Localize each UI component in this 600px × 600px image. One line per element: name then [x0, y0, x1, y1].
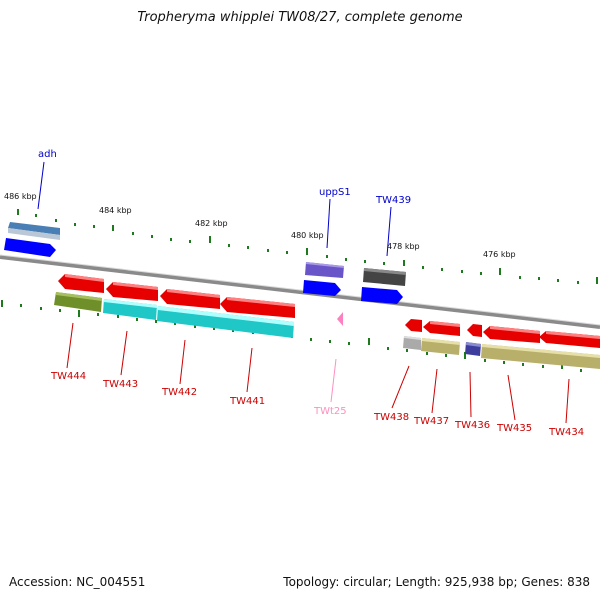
upper-tick-row: [17, 209, 598, 284]
genome-backbone-highlight: [0, 254, 600, 326]
feature-TW437-gene[interactable]: [421, 338, 460, 355]
feature-TW444-gene[interactable]: [54, 292, 102, 312]
scale-label-482: 482 kbp: [195, 219, 228, 228]
label-leaders: [37, 161, 570, 424]
feature-TW438-gene[interactable]: [403, 336, 421, 350]
feature-adh-cds[interactable]: [4, 238, 56, 257]
gene-label-TW444[interactable]: TW444: [50, 371, 86, 382]
scale-label-476: 476 kbp: [483, 250, 516, 259]
gene-label-TW439[interactable]: TW439: [375, 195, 411, 206]
scale-label-480: 480 kbp: [291, 231, 324, 240]
scale-label-484: 484 kbp: [99, 206, 132, 215]
gene-label-TW436[interactable]: TW436: [454, 420, 490, 431]
scale-label-486: 486 kbp: [4, 192, 37, 201]
feature-TW435-cds[interactable]: [483, 326, 540, 343]
feature-TW442-cds[interactable]: [160, 289, 220, 309]
feature-TW436-gene[interactable]: [465, 342, 481, 356]
gene-label-TW442[interactable]: TW442: [161, 387, 197, 398]
gene-label-TW437[interactable]: TW437: [413, 416, 449, 427]
feature-TW437-cds[interactable]: [423, 321, 460, 336]
feature-uppS1-gene[interactable]: [305, 262, 344, 278]
feature-TW439-gene[interactable]: [363, 268, 406, 286]
gene-label-adh[interactable]: adh: [38, 149, 57, 160]
feature-TW435-434-gene[interactable]: [481, 344, 600, 369]
feature-TW434-cds[interactable]: [539, 331, 600, 348]
scale-label-478: 478 kbp: [387, 242, 420, 251]
genome-backbone: [0, 255, 600, 329]
gene-label-uppS1[interactable]: uppS1: [319, 187, 351, 198]
feature-TW441-cds[interactable]: [220, 297, 295, 318]
feature-TW439-cds[interactable]: [361, 287, 403, 304]
feature-uppS1-cds[interactable]: [303, 280, 341, 296]
feature-adh-gene[interactable]: [8, 222, 60, 240]
gene-label-TW434[interactable]: TW434: [548, 427, 584, 438]
accession-text: Accession: NC_004551: [9, 575, 146, 589]
feature-TW442-441-gene[interactable]: [157, 306, 294, 338]
feature-TW438-cds[interactable]: [405, 319, 422, 332]
feature-TWt25-trna[interactable]: [337, 312, 343, 326]
feature-TW443-gene[interactable]: [103, 299, 157, 320]
feature-TW444-cds[interactable]: [58, 274, 104, 293]
map-title: Tropheryma whipplei TW08/27, complete ge…: [137, 10, 463, 25]
feature-TW436-cds[interactable]: [467, 324, 482, 337]
gene-label-TW441[interactable]: TW441: [229, 396, 265, 407]
topology-text: Topology: circular; Length: 925,938 bp; …: [283, 575, 590, 589]
gene-label-TW443[interactable]: TW443: [102, 379, 138, 390]
gene-label-TW435[interactable]: TW435: [496, 423, 532, 434]
gene-label-TWt25[interactable]: TWt25: [313, 406, 347, 417]
feature-TW443-cds[interactable]: [106, 282, 158, 301]
gene-label-TW438[interactable]: TW438: [373, 412, 409, 423]
